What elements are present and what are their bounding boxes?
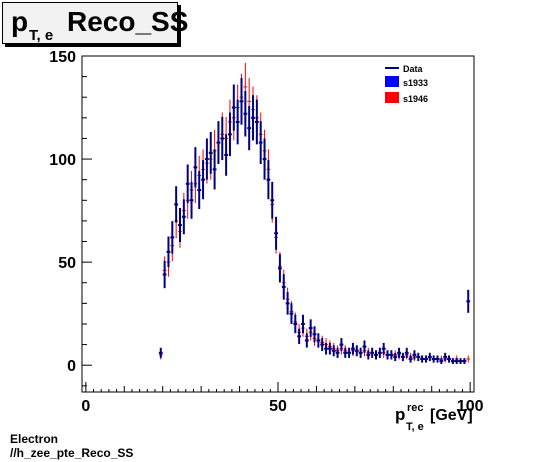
x-axis-title-sub: T, e [406, 421, 424, 433]
title-box: p T, e Reco_SS [2, 2, 188, 44]
legend-label: Data [403, 64, 424, 74]
title-main: p [11, 6, 29, 37]
plot-frame [81, 55, 475, 393]
legend-label: s1946 [403, 94, 428, 104]
x-tick-label: 100 [457, 398, 484, 415]
x-axis-title-sup: rec [407, 402, 424, 414]
x-tick-label: 50 [269, 398, 287, 415]
footer-line2: //h_zee_pte_Reco_SS [10, 446, 134, 460]
x-axis-title-main: p [395, 405, 405, 424]
y-tick-label: 50 [58, 255, 76, 272]
x-axis-title-unit: [GeV] [430, 407, 473, 424]
legend-label: s1933 [403, 78, 428, 88]
title-rest: Reco_SS [67, 6, 189, 37]
legend-s1933-swatch [385, 76, 399, 87]
x-tick-label: 0 [81, 398, 90, 415]
title-subscript: T, e [29, 27, 54, 44]
y-tick-label: 100 [49, 152, 76, 169]
legend-s1946-swatch [385, 92, 399, 103]
y-tick-label: 150 [49, 49, 76, 66]
footer: Electron //h_zee_pte_Reco_SS [10, 432, 133, 460]
footer-line1: Electron [10, 432, 59, 446]
y-tick-label: 0 [67, 358, 76, 375]
